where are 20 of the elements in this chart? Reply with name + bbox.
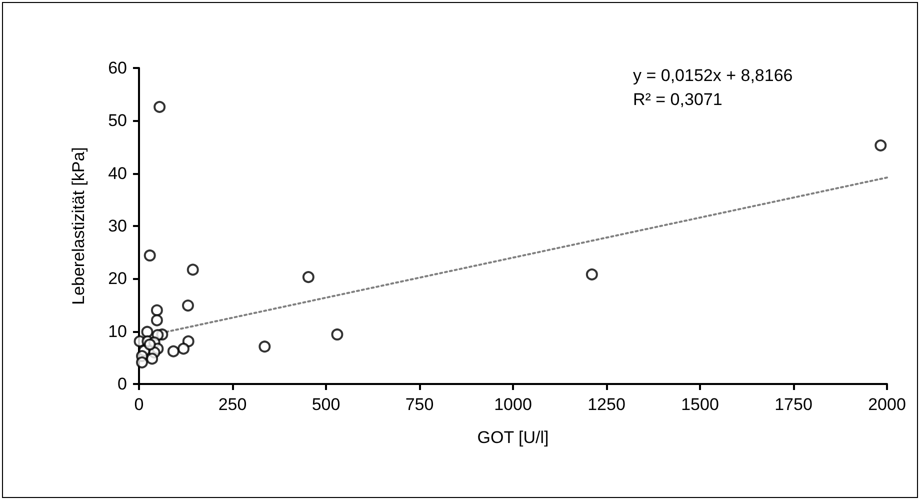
y-tick-label: 0	[118, 374, 127, 394]
annotation: R² = 0,3071	[633, 90, 722, 109]
y-axis-title: Leberelastizität [kPa]	[69, 147, 88, 305]
y-tick-label: 40	[108, 164, 127, 183]
x-axis-title: GOT [U/l]	[477, 428, 549, 447]
x-tick-label: 1500	[681, 395, 719, 414]
y-tick-label: 20	[108, 269, 127, 288]
x-tick-label: 1250	[588, 395, 626, 414]
y-tick-label: 10	[108, 322, 127, 341]
x-tick-label: 1750	[774, 395, 812, 414]
annotation: y = 0,0152x + 8,8166	[633, 66, 793, 85]
x-tick-label: 0	[134, 395, 144, 414]
x-tick-label: 1000	[494, 395, 532, 414]
x-tick-label: 750	[405, 395, 434, 414]
x-tick-label: 250	[218, 395, 247, 414]
y-tick-label: 30	[108, 216, 127, 236]
x-tick-label: 2000	[868, 395, 906, 414]
x-tick-label: 500	[312, 395, 340, 414]
y-tick-label: 50	[108, 111, 127, 130]
y-tick-label: 60	[108, 58, 127, 78]
